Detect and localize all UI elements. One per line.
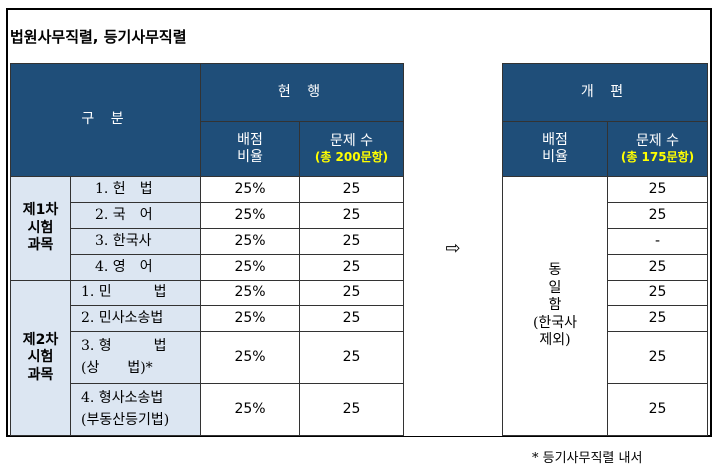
subject-line2: (상 법)* (81, 359, 153, 376)
count-cell: 25 (299, 176, 404, 203)
ratio-label-line2: 비율 (237, 149, 263, 165)
count-label: 문제 수 (635, 132, 680, 149)
footnote: * 등기사무직렬 내서 (532, 451, 643, 466)
subject-line2: (부동산등기법) (81, 411, 170, 428)
count-label: 문제 수 (329, 132, 374, 149)
new-count-cell: 25 (607, 280, 708, 306)
subject-cell: 4. 형사소송법 (부동산등기법) (70, 383, 201, 436)
section-second-exam: 제2차 시험 과목 (10, 280, 71, 436)
new-count-cell: 25 (607, 305, 708, 332)
page-title: 법원사무직렬, 등기사무직렬 (10, 27, 187, 46)
count-cell: 25 (299, 228, 404, 255)
subject-cell: 2. 민사소송법 (70, 305, 201, 332)
count-cell: 25 (299, 254, 404, 281)
ratio-cell: 25% (200, 176, 300, 203)
header-current: 현 행 (200, 63, 404, 122)
ratio-label-line1: 배점 (542, 131, 568, 148)
table-row: 4. 영 어 25% 25 25 (11, 254, 708, 281)
new-count-cell: 25 (607, 383, 708, 436)
new-count-cell: 25 (607, 331, 708, 384)
new-count-cell: - (607, 228, 708, 255)
table-row: 4. 형사소송법 (부동산등기법) 25% 25 25 (11, 383, 708, 436)
ratio-label-line2: 비율 (542, 149, 568, 165)
revised-total-label: (총 175문항) (620, 150, 695, 165)
header-revised-count: 문제 수 (총 175문항) (607, 121, 708, 177)
table-row: 3. 한국사 25% 25 - (11, 228, 708, 255)
subject-cell: 2. 국 어 (70, 202, 201, 229)
ratio-cell: 25% (200, 202, 300, 229)
subject-cell: 3. 한국사 (70, 228, 201, 255)
ratio-cell: 25% (200, 305, 300, 332)
count-cell: 25 (299, 383, 404, 436)
subject-cell: 1. 헌 법 (70, 176, 201, 203)
ratio-cell: 25% (200, 383, 300, 436)
new-count-cell: 25 (607, 202, 708, 229)
count-cell: 25 (299, 202, 404, 229)
count-cell: 25 (299, 331, 404, 384)
new-count-cell: 25 (607, 254, 708, 281)
subject-line1: 4. 형사소송법 (81, 390, 164, 406)
right-arrow-icon: ⇨ (445, 238, 461, 260)
subject-cell: 4. 영 어 (70, 254, 201, 281)
subject-line1: 3. 형 법 (81, 338, 167, 354)
ratio-cell: 25% (200, 228, 300, 255)
header-current-ratio: 배점 비율 (200, 121, 300, 177)
subject-cell: 1. 민 법 (70, 280, 201, 306)
arrow-column: ⇨ (403, 63, 503, 436)
table-row: 3. 형 법 (상 법)* 25% 25 25 (11, 331, 708, 384)
section-first-exam: 제1차 시험 과목 (10, 176, 71, 281)
ratio-label-line1: 배점 (237, 131, 263, 148)
new-count-cell: 25 (607, 176, 708, 203)
ratio-cell: 25% (200, 280, 300, 306)
header-gubun: 구 분 (10, 63, 201, 177)
count-cell: 25 (299, 280, 404, 306)
header-revised-ratio: 배점 비율 (502, 121, 608, 177)
current-total-label: (총 200문항) (314, 150, 389, 165)
count-cell: 25 (299, 305, 404, 332)
exam-comparison-table: 구 분 현 행 ⇨ 개 편 배점 비율 문제 수 (총 200문항) 배점 비율… (10, 63, 708, 436)
header-current-count: 문제 수 (총 200문항) (299, 121, 404, 177)
header-revised: 개 편 (502, 63, 708, 122)
ratio-cell: 25% (200, 254, 300, 281)
subject-cell: 3. 형 법 (상 법)* (70, 331, 201, 384)
ratio-cell: 25% (200, 331, 300, 384)
table-frame (6, 8, 712, 437)
